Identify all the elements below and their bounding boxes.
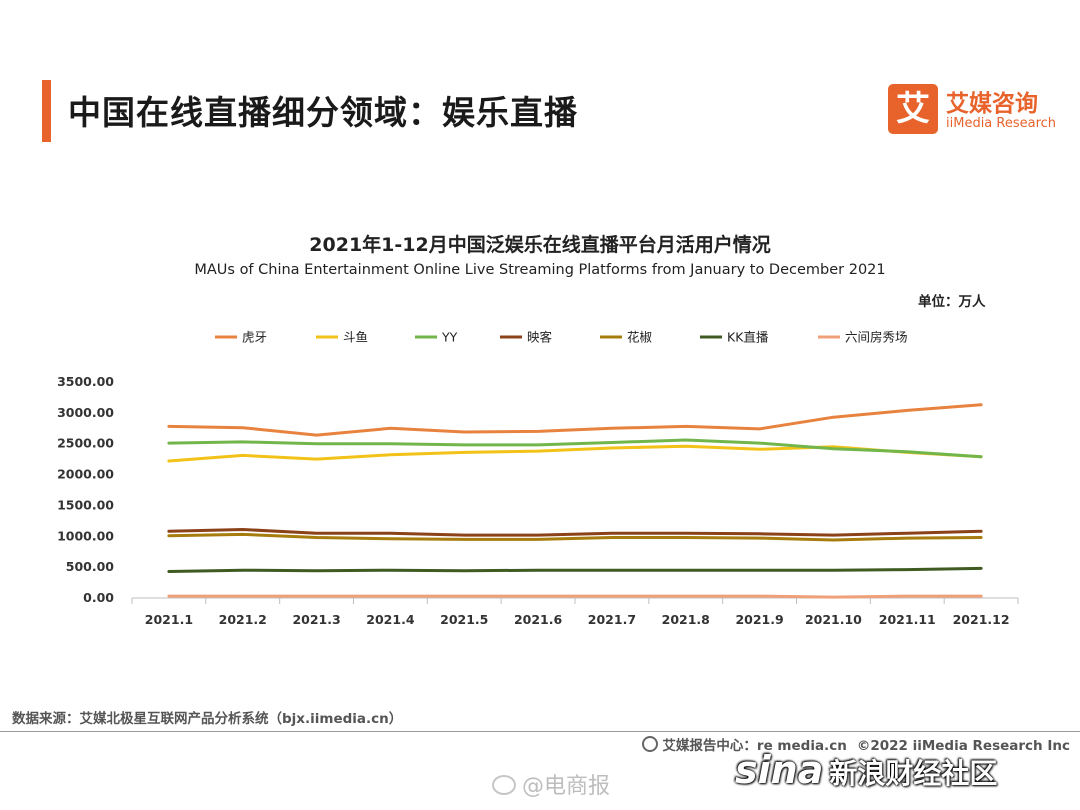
weibo-icon bbox=[492, 775, 516, 795]
y-tick-label: 500.00 bbox=[66, 559, 115, 574]
y-tick-label: 1500.00 bbox=[57, 497, 114, 512]
legend-label: 映客 bbox=[527, 330, 553, 345]
x-tick-label: 2021.9 bbox=[735, 612, 783, 627]
y-tick-label: 3500.00 bbox=[57, 374, 114, 389]
footer: 艾媒报告中心：re media.cn ©2022 iiMedia Research… bbox=[642, 734, 1070, 754]
title-accent-bar bbox=[42, 80, 51, 142]
globe-icon bbox=[642, 736, 659, 752]
legend-label: 六间房秀场 bbox=[845, 330, 908, 345]
legend-label: 虎牙 bbox=[242, 330, 267, 345]
sina-watermark: sina 新浪财经社区 bbox=[735, 748, 997, 792]
x-tick-label: 2021.4 bbox=[366, 612, 415, 627]
chart-subtitle: MAUs of China Entertainment Online Live … bbox=[194, 262, 886, 278]
legend-label: YY bbox=[441, 330, 458, 345]
x-tick-label: 2021.5 bbox=[440, 612, 488, 627]
footer-copyright: ©2022 iiMedia Research Inc bbox=[856, 738, 1070, 754]
legend-label: 花椒 bbox=[627, 330, 653, 345]
series-line bbox=[167, 566, 983, 573]
footer-divider bbox=[0, 731, 1080, 732]
logo-english-name: iiMedia Research bbox=[946, 116, 1057, 131]
series-line bbox=[167, 594, 983, 599]
x-tick-label: 2021.2 bbox=[219, 612, 267, 627]
x-tick-label: 2021.7 bbox=[588, 612, 636, 627]
series-line bbox=[167, 528, 983, 537]
footer-center-url: re media.cn bbox=[756, 738, 847, 754]
y-tick-label: 2500.00 bbox=[57, 436, 114, 451]
series-line bbox=[167, 532, 983, 542]
weibo-handle: @电商报 bbox=[522, 774, 611, 799]
chart-title: 2021年1-12月中国泛娱乐在线直播平台月活用户情况 bbox=[309, 234, 771, 256]
y-tick-label: 3000.00 bbox=[57, 405, 114, 420]
legend-label: KK直播 bbox=[727, 330, 769, 345]
y-tick-label: 2000.00 bbox=[57, 467, 114, 482]
chart-unit-label: 单位：万人 bbox=[918, 294, 986, 310]
x-tick-label: 2021.1 bbox=[145, 612, 193, 627]
series-line bbox=[167, 403, 983, 437]
x-tick-label: 2021.3 bbox=[292, 612, 340, 627]
data-source-note: 数据来源：艾媒北极星互联网产品分析系统（bjx.iimedia.cn） bbox=[12, 711, 403, 727]
weibo-watermark: @电商报 bbox=[492, 768, 610, 800]
y-tick-label: 0.00 bbox=[83, 590, 114, 605]
x-tick-label: 2021.12 bbox=[953, 612, 1010, 627]
line-chart: 0.00 500.00 1000.00 1500.00 2000.00 2500.00 30… bbox=[57, 330, 1019, 627]
x-tick-label: 2021.11 bbox=[879, 612, 936, 627]
sina-community-label: 新浪财经社区 bbox=[829, 757, 998, 790]
x-tick-label: 2021.8 bbox=[662, 612, 710, 627]
x-tick-label: 2021.6 bbox=[514, 612, 563, 627]
x-tick-label: 2021.10 bbox=[805, 612, 862, 627]
y-tick-label: 1000.00 bbox=[57, 528, 114, 543]
logo-mark: 艾 bbox=[888, 84, 938, 134]
footer-center-label: 艾媒报告中心： bbox=[662, 738, 757, 754]
legend-label: 斗鱼 bbox=[343, 330, 368, 345]
iimedia-logo: 艾 艾媒咨询 iiMedia Research bbox=[888, 84, 1068, 136]
page-title: 中国在线直播细分领域：娱乐直播 bbox=[68, 93, 578, 132]
logo-chinese-name: 艾媒咨询 bbox=[946, 91, 1038, 117]
series-line bbox=[167, 438, 983, 459]
sina-logo: sina bbox=[735, 748, 824, 792]
